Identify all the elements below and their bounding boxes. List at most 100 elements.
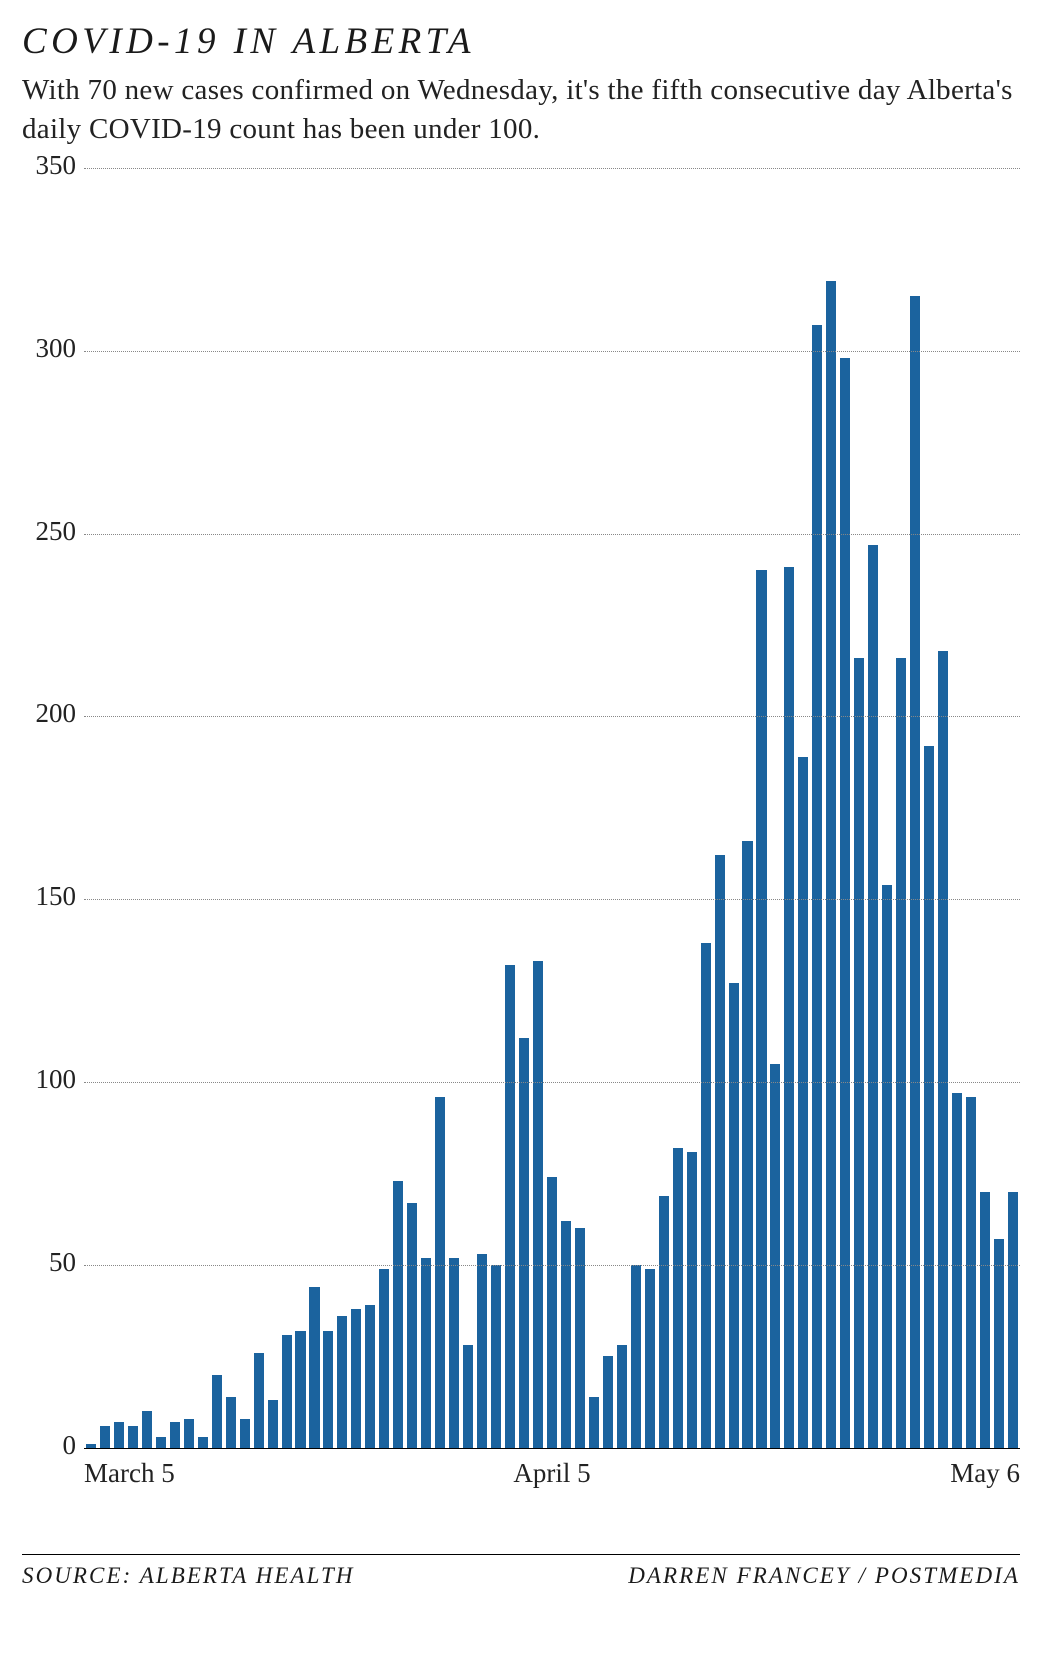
bar <box>449 1258 459 1448</box>
bar-slot <box>629 168 643 1448</box>
bar <box>910 296 920 1448</box>
bar-chart: 050100150200250300350 <box>22 168 1020 1448</box>
bar <box>784 567 794 1448</box>
bar-slot <box>266 168 280 1448</box>
bar <box>114 1422 124 1448</box>
bar <box>477 1254 487 1448</box>
bar-slot <box>615 168 629 1448</box>
bar <box>254 1353 264 1448</box>
chart-subtitle: With 70 new cases confirmed on Wednesday… <box>22 71 1020 150</box>
bar-slot <box>559 168 573 1448</box>
bar-slot <box>531 168 545 1448</box>
bar <box>268 1400 278 1448</box>
bar-slot <box>503 168 517 1448</box>
footer-divider <box>22 1554 1020 1555</box>
bar-slot <box>461 168 475 1448</box>
bar-slot <box>447 168 461 1448</box>
bar <box>309 1287 319 1448</box>
bar <box>156 1437 166 1448</box>
grid-line <box>84 1082 1020 1083</box>
bar <box>701 943 711 1448</box>
bar <box>812 325 822 1448</box>
y-tick-label: 250 <box>36 516 77 547</box>
bar <box>617 1345 627 1447</box>
bar <box>770 1064 780 1448</box>
bar <box>351 1309 361 1448</box>
bar-slot <box>810 168 824 1448</box>
y-tick-label: 300 <box>36 333 77 364</box>
bar <box>729 983 739 1447</box>
plot-area: 050100150200250300350 <box>84 168 1020 1448</box>
bar <box>840 358 850 1448</box>
bar-slot <box>182 168 196 1448</box>
bar-slot <box>936 168 950 1448</box>
bar <box>393 1181 403 1448</box>
bar-slot <box>852 168 866 1448</box>
bar <box>240 1419 250 1448</box>
source-text: SOURCE: ALBERTA HEALTH <box>22 1563 355 1589</box>
bar <box>659 1196 669 1448</box>
bar-slot <box>768 168 782 1448</box>
x-axis-labels: March 5April 5May 6 <box>84 1458 1020 1494</box>
bar <box>882 885 892 1448</box>
bars-group <box>84 168 1020 1448</box>
bar-slot <box>824 168 838 1448</box>
bar <box>142 1411 152 1448</box>
bar-slot <box>922 168 936 1448</box>
bar-slot <box>140 168 154 1448</box>
bar <box>952 1093 962 1448</box>
bar-slot <box>796 168 810 1448</box>
bar <box>645 1269 655 1448</box>
bar <box>742 841 752 1448</box>
bar-slot <box>517 168 531 1448</box>
bar <box>379 1269 389 1448</box>
bar-slot <box>741 168 755 1448</box>
bar-slot <box>154 168 168 1448</box>
x-tick-label: May 6 <box>950 1458 1020 1489</box>
bar-slot <box>782 168 796 1448</box>
bar-slot <box>391 168 405 1448</box>
bar <box>226 1397 236 1448</box>
bar-slot <box>405 168 419 1448</box>
bar-slot <box>349 168 363 1448</box>
bar-slot <box>838 168 852 1448</box>
bar-slot <box>98 168 112 1448</box>
bar-slot <box>210 168 224 1448</box>
bar-slot <box>713 168 727 1448</box>
bar <box>938 651 948 1448</box>
bar <box>547 1177 557 1448</box>
bar-slot <box>908 168 922 1448</box>
bar-slot <box>168 168 182 1448</box>
bar-slot <box>587 168 601 1448</box>
bar-slot <box>880 168 894 1448</box>
bar-slot <box>475 168 489 1448</box>
bar <box>575 1228 585 1447</box>
bar-slot <box>126 168 140 1448</box>
bar <box>1008 1192 1018 1448</box>
bar-slot <box>1006 168 1020 1448</box>
bar <box>170 1422 180 1448</box>
bar-slot <box>308 168 322 1448</box>
bar-slot <box>964 168 978 1448</box>
bar-slot <box>978 168 992 1448</box>
bar-slot <box>419 168 433 1448</box>
bar-slot <box>573 168 587 1448</box>
bar <box>715 855 725 1447</box>
y-tick-label: 350 <box>36 150 77 181</box>
bar-slot <box>601 168 615 1448</box>
y-tick-label: 100 <box>36 1064 77 1095</box>
y-tick-label: 0 <box>63 1430 77 1461</box>
bar <box>491 1265 501 1448</box>
y-tick-label: 200 <box>36 698 77 729</box>
grid-line <box>84 168 1020 169</box>
bar-slot <box>224 168 238 1448</box>
bar <box>421 1258 431 1448</box>
bar <box>184 1419 194 1448</box>
bar-slot <box>671 168 685 1448</box>
bar <box>295 1331 305 1448</box>
bar <box>100 1426 110 1448</box>
bar-slot <box>643 168 657 1448</box>
bar-slot <box>950 168 964 1448</box>
bar <box>337 1316 347 1448</box>
bar <box>631 1265 641 1448</box>
